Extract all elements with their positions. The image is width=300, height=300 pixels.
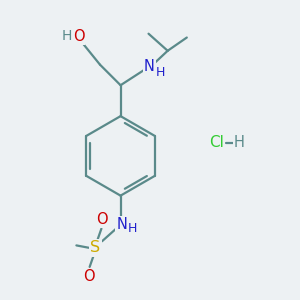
Text: H: H — [61, 29, 72, 43]
Text: S: S — [91, 240, 100, 255]
Text: Cl: Cl — [209, 135, 224, 150]
Text: H: H — [156, 66, 165, 79]
Text: N: N — [144, 59, 154, 74]
Text: O: O — [83, 269, 95, 284]
Text: H: H — [128, 222, 138, 236]
Text: N: N — [117, 217, 128, 232]
Text: H: H — [234, 135, 245, 150]
Text: O: O — [96, 212, 108, 227]
Text: O: O — [73, 29, 84, 44]
